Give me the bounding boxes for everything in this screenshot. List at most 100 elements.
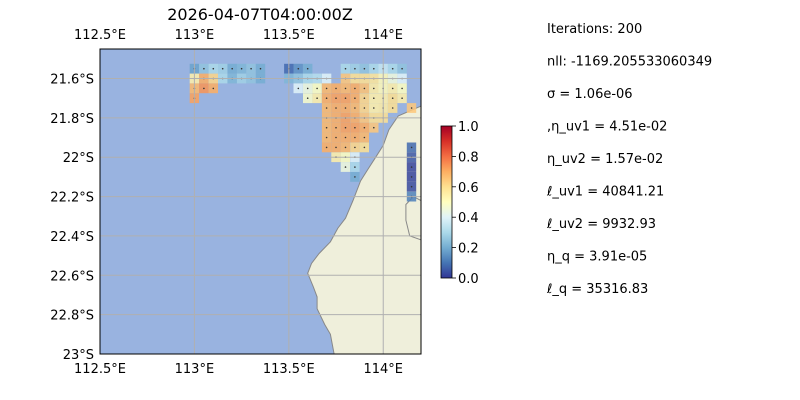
grid-point-marker: [325, 107, 328, 109]
grid-point-marker: [391, 107, 394, 109]
x-tick-label-top: 113.5°E: [263, 28, 315, 43]
colorbar-ticks: 0.0 0.2 0.4 0.6 0.8 1.0: [452, 120, 479, 287]
grid-point-marker: [391, 97, 394, 99]
grid-point-marker: [325, 146, 328, 149]
x-tick-label-bottom: 114°E: [363, 362, 403, 377]
parameter-line: ,η_uv1 = 4.51e-02: [547, 120, 667, 135]
x-tick-label-top: 113°E: [175, 28, 215, 43]
map-frame: [99, 48, 422, 355]
grid-point-marker: [335, 97, 337, 99]
grid-point-marker: [363, 97, 366, 99]
grid-point-marker: [316, 97, 318, 99]
grid-point-marker: [250, 67, 252, 70]
grid-point-marker: [410, 166, 413, 168]
y-tick-labels: 21.6°S 21.8°S 22°S 22.2°S 22.4°S 22.6°S 22.8°S…: [50, 73, 94, 363]
y-tick-label: 23°S: [63, 348, 94, 363]
y-tick-label: 22.6°S: [50, 269, 94, 284]
grid-point-marker: [401, 97, 403, 99]
grid-point-marker: [354, 146, 356, 149]
colorbar-tick-label: 0.4: [458, 211, 479, 226]
grid-point-marker: [344, 97, 347, 99]
grid-point-marker: [344, 126, 347, 129]
parameter-line: ℓ_q = 35316.83: [546, 282, 648, 297]
colorbar-tick-label: 0.2: [458, 242, 479, 257]
grid-point-marker: [335, 146, 337, 149]
parameter-line: nll: -1169.205533060349: [547, 55, 712, 70]
y-tick-label: 21.8°S: [50, 112, 94, 127]
grid-point-marker: [344, 107, 347, 109]
grid-point-marker: [373, 126, 375, 129]
grid-point-marker: [203, 87, 205, 90]
parameter-line: σ = 1.06e-06: [547, 87, 633, 102]
grid-point-marker: [354, 126, 356, 129]
x-tick-label-bottom: 113.5°E: [263, 362, 315, 377]
grid-point-marker: [363, 146, 366, 149]
grid-point-marker: [354, 136, 356, 139]
grid-point-marker: [391, 87, 394, 90]
grid-point-marker: [231, 67, 233, 70]
grid-point-marker: [373, 67, 375, 70]
parameter-line: η_q = 3.91e-05: [547, 250, 647, 265]
grid-point-marker: [306, 97, 309, 99]
grid-point-marker: [410, 146, 413, 149]
grid-point-marker: [306, 87, 309, 90]
grid-point-marker: [410, 107, 413, 109]
y-tick-label: 22.8°S: [50, 309, 94, 324]
x-tick-labels-top: 112.5°E 113°E 113.5°E 114°E: [74, 28, 403, 43]
parameter-line: Iterations: 200: [547, 22, 642, 37]
grid-point-marker: [344, 166, 347, 168]
grid-point-marker: [203, 67, 205, 70]
grid-point-marker: [297, 67, 300, 70]
grid-point-marker: [316, 87, 318, 90]
grid-point-marker: [325, 126, 328, 129]
colorbar-tick-label: 0.6: [458, 181, 479, 196]
grid-point-marker: [325, 97, 328, 99]
grid-point-marker: [344, 136, 347, 139]
grid-point-marker: [363, 136, 366, 139]
grid-point-marker: [373, 87, 375, 90]
grid-point-marker: [221, 67, 224, 70]
y-tick-label: 22.2°S: [50, 191, 94, 206]
colorbar-gradient: [440, 125, 453, 279]
colorbar-tick-label: 0.8: [458, 150, 479, 165]
grid-point-marker: [344, 146, 347, 149]
x-tick-label-top: 112.5°E: [74, 28, 126, 43]
grid-point-marker: [354, 97, 356, 99]
grid-point-marker: [325, 136, 328, 139]
land: [307, 105, 421, 354]
parameter-line: ℓ_uv1 = 40841.21: [546, 185, 664, 200]
grid-point-marker: [354, 107, 356, 109]
grid-point-marker: [240, 67, 243, 70]
grid-point-marker: [363, 107, 366, 109]
grid-point-marker: [335, 107, 337, 109]
y-tick-label: 22.4°S: [50, 230, 94, 245]
grid-point-marker: [363, 87, 366, 90]
gridlines: [100, 49, 421, 354]
grid-point-marker: [306, 67, 309, 70]
chart-title: 2026-04-07T04:00:00Z: [167, 5, 353, 24]
grid-point-marker: [410, 176, 413, 178]
parameter-list: Iterations: 200 nll: -1169.205533060349 σ …: [546, 22, 712, 297]
grid-point-marker: [363, 126, 366, 129]
colorbar-tick-label: 1.0: [458, 120, 479, 135]
colorbar: 0.0 0.2 0.4 0.6 0.8 1.0: [440, 120, 479, 287]
grid-point-marker: [401, 87, 403, 90]
grid-point-marker: [297, 87, 300, 90]
grid-point-marker: [259, 67, 262, 70]
x-tick-label-bottom: 112.5°E: [74, 362, 126, 377]
y-tick-label: 21.6°S: [50, 73, 94, 88]
x-tick-label-bottom: 113°E: [175, 362, 215, 377]
grid-point-marker: [212, 87, 215, 90]
grid-point-marker: [354, 67, 356, 70]
grid-point-marker: [354, 166, 356, 168]
grid-point-marker: [344, 67, 347, 70]
grid-point-marker: [401, 67, 403, 70]
grid-point-marker: [344, 87, 347, 90]
x-tick-labels-bottom: 112.5°E 113°E 113.5°E 114°E: [74, 362, 403, 377]
grid-point-marker: [335, 87, 337, 90]
y-tick-label: 22°S: [63, 151, 94, 166]
grid-point-marker: [325, 87, 328, 90]
grid-point-marker: [354, 176, 356, 178]
grid-point-marker: [373, 107, 375, 109]
